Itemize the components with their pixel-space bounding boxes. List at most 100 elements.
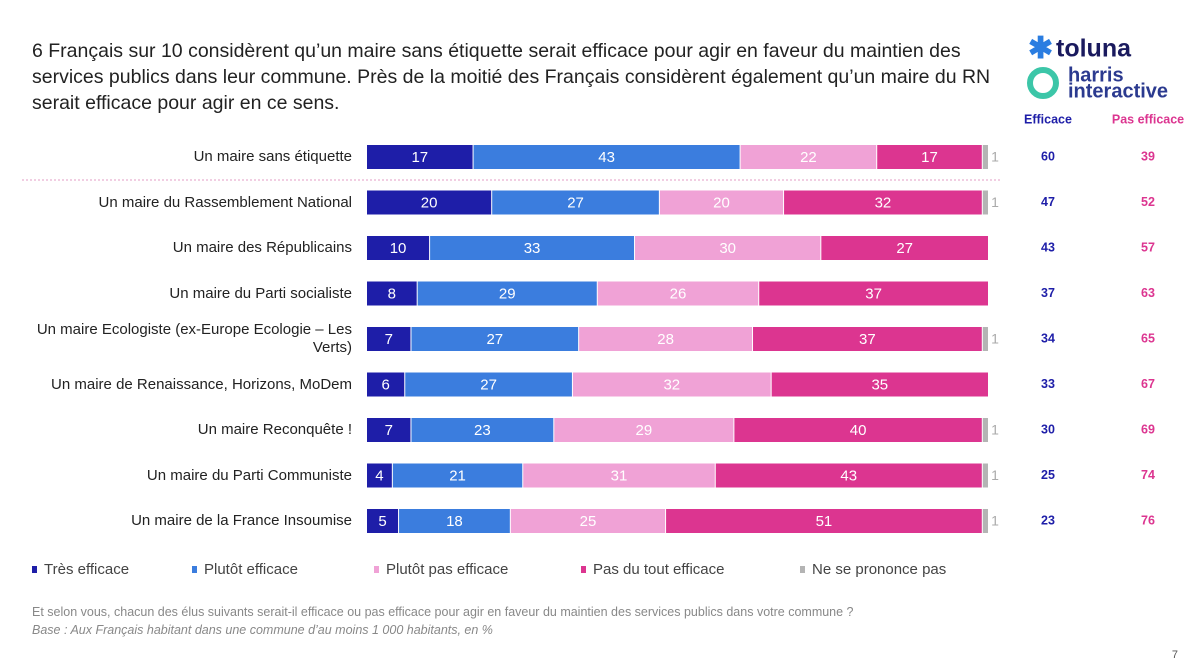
legend-swatch	[374, 566, 379, 573]
bar-segment	[367, 190, 492, 215]
bar-segment	[367, 281, 417, 306]
value-label: 1	[991, 422, 999, 438]
value-label: 6	[381, 376, 389, 393]
legend-label: Pas du tout efficace	[593, 561, 724, 578]
value-label: 8	[388, 285, 396, 302]
legend-swatch	[581, 566, 586, 573]
bar-segment	[367, 418, 411, 442]
bar-segment	[635, 236, 821, 260]
value-label: 17	[411, 149, 428, 166]
logo-icon: ✱	[1028, 32, 1053, 65]
bar-segment	[982, 463, 988, 488]
value-label: 37	[859, 331, 876, 348]
bar-segment	[417, 281, 597, 306]
legend-swatch	[192, 566, 197, 573]
bar-segment	[392, 463, 523, 488]
base: Base : Aux Français habitant dans une co…	[32, 623, 493, 637]
summary-value: 30	[1041, 422, 1055, 436]
summary-value: 39	[1141, 149, 1155, 163]
value-label: 30	[719, 240, 736, 257]
bar-segment	[982, 145, 988, 169]
summary-value: 37	[1041, 286, 1055, 300]
category-label: Un maire de la France Insoumise	[131, 512, 352, 529]
value-label: 20	[713, 194, 730, 211]
category-label: Un maire sans étiquette	[193, 148, 352, 165]
bar-segment	[982, 190, 988, 215]
category-label: Un maire du Rassemblement National	[98, 193, 352, 211]
value-label: 17	[921, 149, 938, 166]
summary-value: 57	[1141, 240, 1155, 254]
category-label: Un maire de Renaissance, Horizons, MoDem	[51, 375, 352, 393]
value-label: 1	[991, 467, 999, 483]
bar-segment	[982, 418, 988, 442]
bar-segment	[411, 327, 579, 351]
value-label: 29	[499, 285, 516, 302]
bar-segment	[666, 509, 982, 533]
summary-value: 47	[1041, 195, 1055, 209]
value-label: 33	[524, 240, 541, 257]
value-label: 1	[991, 149, 999, 165]
value-label: 32	[663, 376, 680, 393]
value-label: 29	[636, 422, 653, 439]
bar-segment	[430, 236, 635, 260]
value-label: 7	[385, 422, 393, 439]
bar-segment	[784, 190, 982, 215]
bar-segment	[405, 372, 572, 397]
value-label: 27	[486, 331, 503, 348]
bar-segment	[982, 327, 988, 351]
value-label: 43	[840, 467, 857, 484]
bar-segment	[715, 463, 982, 488]
value-label: 20	[421, 194, 438, 211]
value-label: 32	[875, 194, 892, 211]
legend-label: Plutôt pas efficace	[386, 561, 508, 578]
bar-segment	[877, 145, 982, 169]
logo-text: toluna	[1056, 35, 1132, 63]
summary-value: 74	[1141, 468, 1155, 482]
value-label: 27	[567, 194, 584, 211]
bar-segment	[367, 372, 405, 397]
summary-value: 23	[1041, 513, 1055, 527]
logo-text: harris	[1068, 64, 1124, 86]
logo-text: interactive	[1068, 80, 1168, 102]
bar-segment	[821, 236, 988, 260]
category-label: Un maire Ecologiste (ex-Europe Ecologie …	[36, 321, 352, 356]
value-label: 27	[480, 376, 497, 393]
logo-ring	[1027, 67, 1059, 99]
value-label: 22	[800, 149, 817, 166]
summary-value: 34	[1041, 331, 1055, 345]
bar-segment	[492, 190, 659, 215]
bar-segment	[473, 145, 740, 169]
summary-value: 65	[1141, 331, 1155, 345]
bar-segment	[597, 281, 759, 306]
bar-segment	[367, 463, 392, 488]
value-label: 43	[598, 149, 615, 166]
bar-segment	[399, 509, 510, 533]
bar-segment	[554, 418, 734, 442]
value-label: 4	[375, 467, 383, 484]
bar-segment	[367, 327, 411, 351]
summary-value: 69	[1141, 422, 1155, 436]
category-label: Un maire du Parti socialiste	[169, 284, 352, 302]
bar-segment	[510, 509, 666, 533]
value-label: 18	[446, 513, 463, 530]
bar-segment	[367, 236, 430, 260]
bar-segment	[523, 463, 715, 488]
bar-segment	[579, 327, 753, 351]
category-label: Un maire des Républicains	[172, 239, 352, 256]
value-label: 37	[865, 285, 882, 302]
bar-segment	[734, 418, 982, 442]
summary-value: 43	[1041, 240, 1055, 254]
value-label: 21	[449, 467, 466, 484]
legend-label: Très efficace	[44, 561, 129, 578]
value-label: 25	[580, 513, 597, 530]
value-label: 51	[816, 513, 833, 530]
summary-value: 63	[1141, 286, 1155, 300]
bar-segment	[367, 509, 399, 533]
summary-value: 76	[1141, 513, 1155, 527]
value-label: 26	[670, 285, 687, 302]
bar-segment	[411, 418, 554, 442]
value-label: 7	[385, 331, 393, 348]
category-label: Un maire du Parti Communiste	[146, 466, 352, 484]
summary-value: 25	[1041, 468, 1055, 482]
